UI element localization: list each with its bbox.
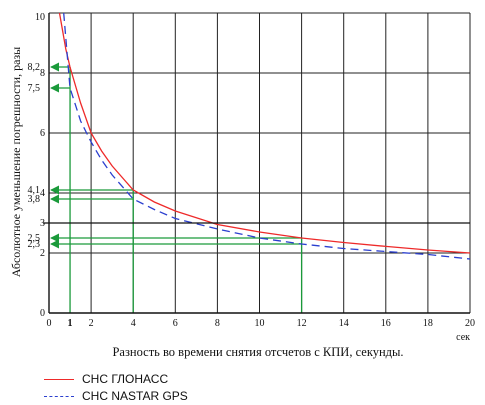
reference-lines bbox=[50, 62, 303, 313]
y-tick-label: 2 bbox=[40, 248, 45, 259]
series-line-0 bbox=[58, 12, 471, 254]
legend-label-glonass: СНС ГЛОНАСС bbox=[82, 372, 169, 386]
y-tick-label: 6 bbox=[40, 128, 45, 139]
series-lines bbox=[58, 12, 471, 260]
x-tick-label: 1 bbox=[68, 318, 73, 329]
legend-swatch-dashed bbox=[44, 395, 74, 397]
x-tick-label: 6 bbox=[173, 318, 178, 329]
x-tick-label: 8 bbox=[215, 318, 220, 329]
legend-swatch-solid bbox=[44, 378, 74, 380]
reference-value-label: 4,1 bbox=[28, 185, 41, 196]
y-tick-label: 0 bbox=[40, 308, 45, 319]
series-line-1 bbox=[63, 12, 471, 260]
x-axis-label: Разность во времени снятия отсчетов с КП… bbox=[112, 345, 403, 359]
y-tick-label: 10 bbox=[35, 12, 45, 23]
x-tick-label: 12 bbox=[297, 318, 307, 329]
y-tick-label: 4 bbox=[40, 188, 45, 199]
reference-value-label: 7,5 bbox=[28, 83, 41, 94]
reference-value-label: 8,2 bbox=[28, 62, 41, 73]
grid bbox=[48, 12, 471, 314]
y-axis-label: Абсолютное уменьшение погрешности, разы bbox=[9, 47, 23, 277]
x-tick-label: 4 bbox=[131, 318, 136, 329]
x-tick-label: 18 bbox=[423, 318, 433, 329]
legend-item-nastar: СНС NASTAR GPS bbox=[44, 389, 188, 403]
y-tick-label: 3 bbox=[40, 218, 45, 229]
reference-value-label: 2,5 bbox=[28, 233, 41, 244]
x-tick-label: 2 bbox=[89, 318, 94, 329]
x-tick-label: 14 bbox=[339, 318, 349, 329]
reference-value-label: 2,3 bbox=[28, 239, 41, 250]
x-tick-label: 16 bbox=[381, 318, 391, 329]
y-tick-label: 8 bbox=[40, 68, 45, 79]
legend-item-glonass: СНС ГЛОНАСС bbox=[44, 372, 168, 386]
x-axis-unit: сек bbox=[456, 332, 470, 343]
reference-value-label: 3,8 bbox=[28, 194, 41, 205]
x-tick-label: 0 bbox=[47, 318, 52, 329]
x-tick-label: 10 bbox=[255, 318, 265, 329]
x-tick-label: 20 bbox=[465, 318, 475, 329]
legend-label-nastar: СНС NASTAR GPS bbox=[82, 389, 188, 403]
axes: 0 1 2 4 6 8 10 12 14 16 18 20023468108,27,54,13,82,… bbox=[28, 12, 476, 329]
